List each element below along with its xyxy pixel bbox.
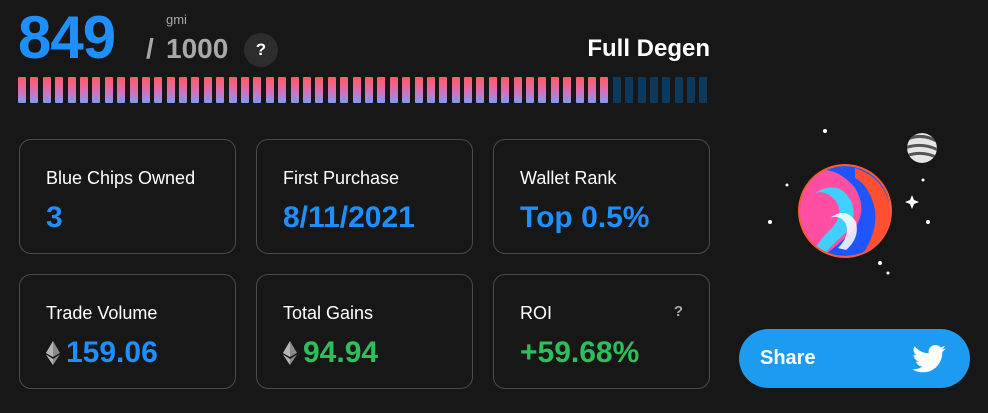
progress-segment-filled: [563, 77, 572, 103]
card-label: Blue Chips Owned: [46, 168, 196, 188]
stat-card-total-gains: Total Gains 94.94: [256, 274, 473, 389]
progress-segment-filled: [228, 77, 237, 103]
progress-segment-filled: [55, 77, 64, 103]
progress-segment-filled: [402, 77, 411, 103]
card-value-text: 8/11/2021: [283, 201, 415, 234]
progress-segment-empty: [674, 77, 683, 103]
progress-segment-filled: [129, 77, 138, 103]
card-label: Trade Volume: [46, 303, 158, 323]
stat-card-trade-volume: Trade Volume 159.06: [19, 274, 236, 389]
progress-segment-filled: [364, 77, 373, 103]
progress-segment-filled: [79, 77, 88, 103]
progress-segment-filled: [488, 77, 497, 103]
roi-help-button[interactable]: ?: [673, 303, 683, 320]
score-max: 1000: [166, 33, 229, 64]
ethereum-icon: [46, 341, 60, 365]
progress-segment-filled: [389, 77, 398, 103]
progress-segment-filled: [464, 77, 473, 103]
progress-segment-filled: [92, 77, 101, 103]
progress-segment-filled: [18, 77, 26, 103]
progress-segment-filled: [476, 77, 485, 103]
progress-segment-filled: [340, 77, 349, 103]
progress-segment-empty: [699, 77, 708, 103]
progress-segment-filled: [426, 77, 435, 103]
progress-segment-filled: [117, 77, 126, 103]
progress-segment-filled: [154, 77, 163, 103]
card-value-text: 3: [46, 201, 63, 234]
card-value-text: +59.68%: [520, 336, 640, 369]
card-value-text: 94.94: [303, 336, 379, 369]
stat-card-first-purchase: First Purchase 8/11/2021: [256, 139, 473, 254]
progress-segment-empty: [649, 77, 658, 103]
progress-segment-filled: [377, 77, 386, 103]
score-help-button[interactable]: ?: [244, 33, 278, 67]
share-button-label: Share: [760, 347, 816, 369]
progress-segment-filled: [241, 77, 250, 103]
card-value: +59.68%: [520, 335, 639, 371]
progress-segment-filled: [550, 77, 559, 103]
progress-segment-filled: [439, 77, 448, 103]
progress-segment-filled: [253, 77, 262, 103]
score-unit: gmi: [166, 12, 187, 27]
progress-segment-filled: [352, 77, 361, 103]
progress-segment-filled: [166, 77, 175, 103]
progress-segment-filled: [575, 77, 584, 103]
progress-segment-filled: [587, 77, 596, 103]
progress-segment-filled: [141, 77, 150, 103]
share-button[interactable]: Share: [739, 329, 970, 388]
stat-card-roi: ROI ? +59.68%: [493, 274, 710, 389]
progress-segment-filled: [30, 77, 39, 103]
progress-segment-filled: [179, 77, 188, 103]
score-progress-bar: [18, 77, 708, 103]
card-label: First Purchase: [283, 168, 400, 188]
progress-segment-filled: [538, 77, 547, 103]
stat-card-blue-chips-owned: Blue Chips Owned 3: [19, 139, 236, 254]
progress-segment-filled: [216, 77, 225, 103]
progress-segment-filled: [42, 77, 51, 103]
card-label: ROI: [520, 303, 553, 323]
card-value-text: Top 0.5%: [520, 201, 650, 234]
progress-segment-filled: [451, 77, 460, 103]
progress-segment-filled: [302, 77, 311, 103]
card-value: Top 0.5%: [520, 200, 649, 236]
progress-segment-filled: [203, 77, 212, 103]
progress-segment-filled: [600, 77, 609, 103]
progress-segment-empty: [687, 77, 696, 103]
card-label: Total Gains: [283, 303, 374, 323]
planet-illustration: [768, 129, 937, 275]
score-value: 849: [18, 4, 116, 71]
progress-segment-empty: [612, 77, 621, 103]
progress-segment-empty: [625, 77, 634, 103]
card-value: 94.94: [283, 335, 378, 371]
card-value: 8/11/2021: [283, 200, 415, 236]
tier-label: Full Degen: [587, 35, 710, 62]
progress-segment-filled: [501, 77, 510, 103]
card-label: Wallet Rank: [520, 168, 617, 188]
progress-segment-empty: [637, 77, 646, 103]
progress-segment-filled: [67, 77, 76, 103]
progress-segment-filled: [104, 77, 113, 103]
progress-segment-filled: [414, 77, 423, 103]
score-slash: /: [146, 33, 154, 64]
twitter-icon: [912, 344, 946, 372]
progress-segment-filled: [278, 77, 287, 103]
progress-segment-filled: [265, 77, 274, 103]
ethereum-icon: [283, 341, 297, 365]
card-value: 3: [46, 200, 63, 236]
progress-segment-filled: [191, 77, 200, 103]
card-value-text: 159.06: [66, 336, 158, 369]
progress-segment-filled: [315, 77, 324, 103]
stat-card-wallet-rank: Wallet Rank Top 0.5%: [493, 139, 710, 254]
progress-segment-filled: [513, 77, 522, 103]
progress-segment-filled: [327, 77, 336, 103]
score-header: 849 / gmi 1000 ? Full Degen: [18, 6, 710, 70]
progress-segment-filled: [526, 77, 535, 103]
progress-segment-empty: [662, 77, 671, 103]
card-value: 159.06: [46, 335, 158, 371]
progress-segment-filled: [290, 77, 299, 103]
